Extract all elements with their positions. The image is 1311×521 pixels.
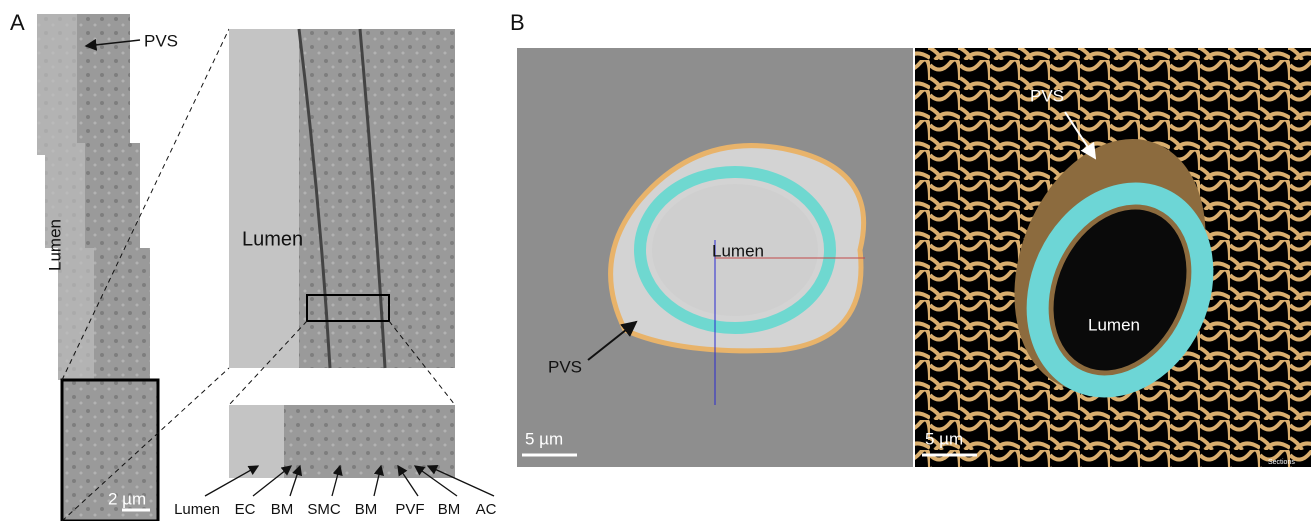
panel-label: B — [510, 10, 525, 35]
layer-label: AC — [476, 501, 497, 518]
annotation: Lumen — [712, 241, 764, 260]
annotation: PVS — [144, 31, 178, 50]
lumen-area — [229, 29, 299, 368]
layer-label: Lumen — [174, 501, 220, 518]
annotation: Lumen — [45, 219, 64, 271]
annotation: PVS — [548, 357, 582, 376]
figure: A PVS Lumen 2 µm Lumen Lumen EC BM SMC BM PVF… — [0, 0, 1311, 521]
layer-label: PVF — [395, 501, 424, 518]
panel-label: A — [10, 10, 25, 35]
layer-label: SMC — [307, 501, 341, 518]
layer-label: BM — [355, 501, 378, 518]
arrow — [428, 466, 494, 496]
scale-label: 5 µm — [525, 429, 563, 448]
lumen-area — [37, 14, 77, 155]
scale-label: 2 µm — [108, 489, 146, 508]
layer-label: BM — [271, 501, 294, 518]
annotation: Sections — [1268, 459, 1295, 466]
scale-label: 5 µm — [925, 429, 963, 448]
layer-label: BM — [438, 501, 461, 518]
annotation: PVS — [1030, 86, 1064, 105]
layer-label: EC — [235, 501, 256, 518]
annotation: Lumen — [242, 228, 303, 250]
annotation: Lumen — [1088, 315, 1140, 334]
